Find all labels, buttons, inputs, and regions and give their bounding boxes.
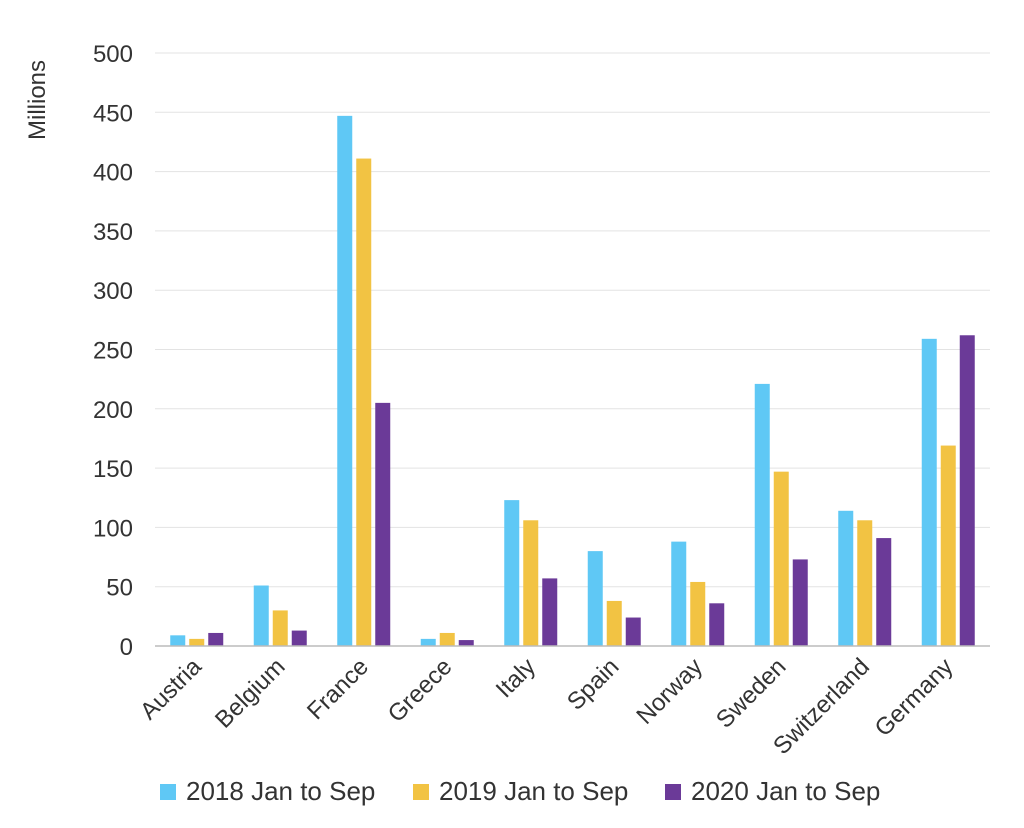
bar <box>291 630 307 646</box>
x-category-label: Austria <box>135 653 207 725</box>
bar <box>272 610 288 646</box>
legend-label: 2019 Jan to Sep <box>439 776 628 806</box>
bar <box>587 551 603 646</box>
y-tick-label: 150 <box>93 456 133 483</box>
bar <box>940 445 956 646</box>
x-category-label: Germany <box>870 653 959 742</box>
y-tick-label: 50 <box>106 575 133 602</box>
bar <box>625 617 641 646</box>
bar <box>542 578 558 646</box>
bar <box>606 600 622 646</box>
y-tick-label: 500 <box>93 41 133 68</box>
bar <box>253 585 269 646</box>
bar <box>356 158 372 646</box>
bar <box>420 638 436 646</box>
y-tick-label: 0 <box>120 634 133 661</box>
bar <box>208 632 224 646</box>
bar <box>170 635 186 646</box>
y-tick-label: 450 <box>93 100 133 127</box>
legend-label: 2018 Jan to Sep <box>186 776 375 806</box>
x-category-label: Spain <box>562 653 625 716</box>
x-category-label: France <box>302 653 374 725</box>
bar <box>773 471 789 646</box>
bar <box>921 338 937 646</box>
x-category-label: Sweden <box>711 653 791 733</box>
bar <box>337 115 353 646</box>
legend-swatch <box>160 784 176 800</box>
x-category-label: Norway <box>631 653 708 730</box>
y-tick-label: 350 <box>93 219 133 246</box>
bar <box>754 383 770 646</box>
y-tick-label: 250 <box>93 338 133 365</box>
bar <box>458 640 474 646</box>
y-tick-label: 400 <box>93 160 133 187</box>
gridlines <box>155 52 990 588</box>
x-axis-categories: Austria Belgium France Greece Italy Spain Norw… <box>135 653 958 760</box>
bar <box>959 335 975 646</box>
y-axis-ticks: 0 50 100 150 200 250 300 350 400 450 500 <box>93 41 133 661</box>
y-tick-label: 100 <box>93 515 133 542</box>
bar <box>439 632 455 646</box>
bar <box>838 510 854 646</box>
y-tick-label: 300 <box>93 278 133 305</box>
bar <box>857 520 873 646</box>
bar <box>375 402 391 646</box>
x-category-label: Italy <box>491 653 541 703</box>
legend-label: 2020 Jan to Sep <box>691 776 880 806</box>
y-axis-label: Millions <box>24 60 51 140</box>
bar <box>876 538 892 646</box>
x-category-label: Belgium <box>210 653 290 733</box>
bars <box>170 115 975 646</box>
bar <box>504 500 520 646</box>
legend-swatch <box>413 784 429 800</box>
bar <box>709 603 725 646</box>
bar <box>523 520 539 646</box>
x-category-label: Greece <box>383 653 458 728</box>
bar <box>792 559 808 646</box>
y-tick-label: 200 <box>93 397 133 424</box>
bar <box>189 638 205 646</box>
legend-swatch <box>665 784 681 800</box>
bar <box>690 581 706 646</box>
legend: 2018 Jan to Sep 2019 Jan to Sep 2020 Jan t… <box>160 776 880 806</box>
bar <box>671 541 687 646</box>
